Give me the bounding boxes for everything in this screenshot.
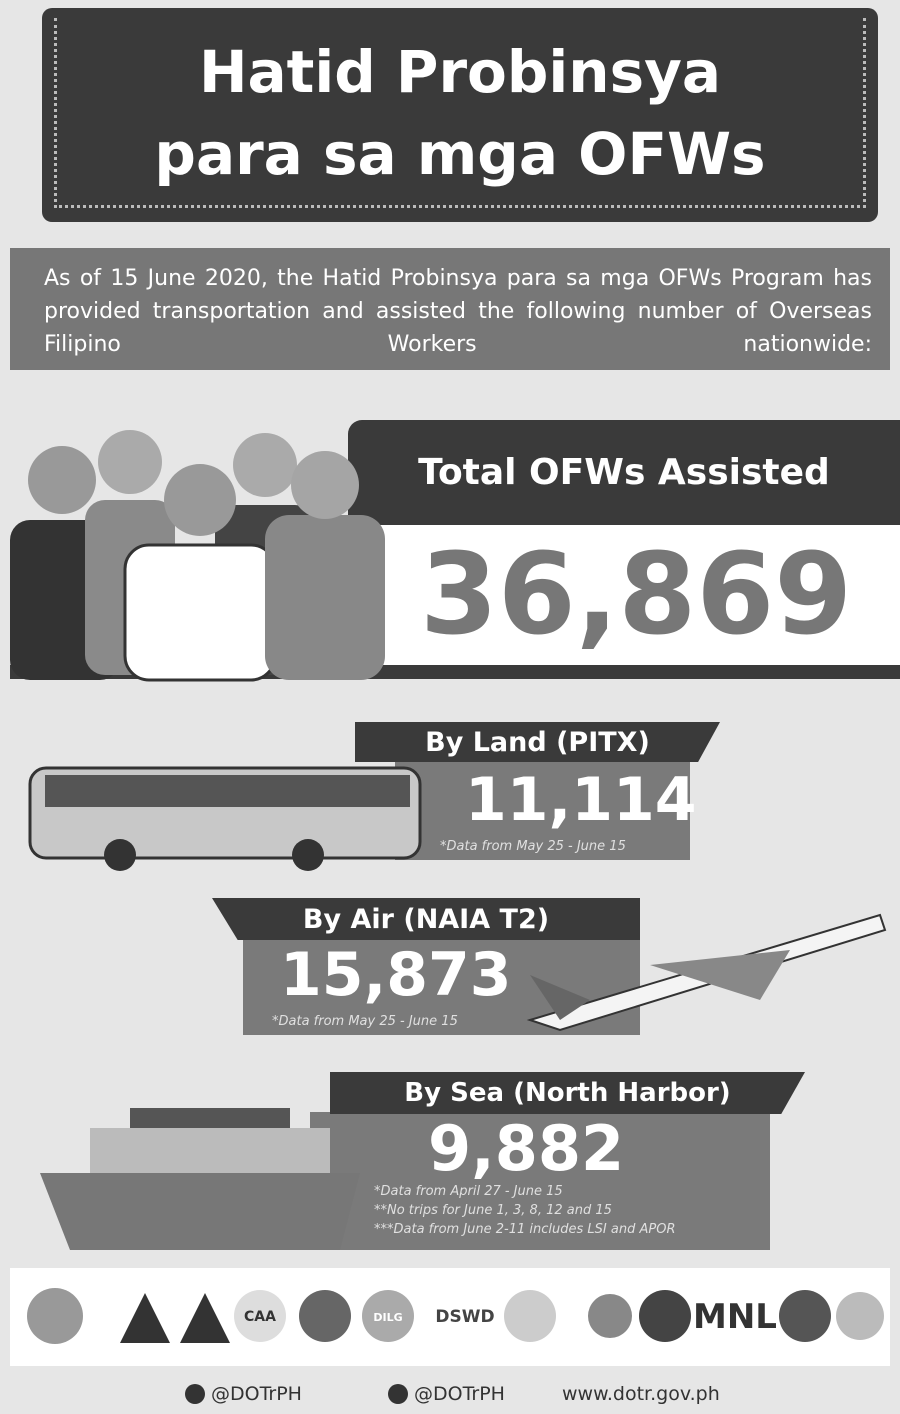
bus-body — [30, 768, 420, 858]
logo — [836, 1292, 884, 1340]
air-value: 15,873 — [280, 940, 512, 1010]
wheel — [104, 839, 136, 871]
divider — [10, 665, 900, 679]
person-head — [164, 464, 236, 536]
facebook-icon — [185, 1384, 205, 1404]
sea-note: *Data from April 27 - June 15 — [374, 1183, 563, 1201]
logos: CAA DILG DSWD MNL — [10, 1268, 890, 1366]
land-label: By Land (PITX) — [355, 722, 720, 762]
intro-text: As of 15 June 2020, the Hatid Probinsya … — [44, 262, 872, 361]
footer-twitter[interactable]: @DOTrPH — [388, 1383, 505, 1405]
logo-text: DILG — [373, 1311, 402, 1324]
logo — [779, 1290, 831, 1342]
ship-deck — [90, 1128, 330, 1173]
logo — [299, 1290, 351, 1342]
land-value: 11,114 — [465, 765, 697, 835]
total-panel: 36,869 — [360, 525, 900, 665]
logo — [120, 1293, 170, 1343]
twitter-icon — [388, 1384, 408, 1404]
person-body — [215, 505, 315, 675]
land-note: *Data from May 25 - June 15 — [440, 838, 626, 856]
person-head — [98, 430, 162, 494]
logo — [639, 1290, 691, 1342]
wheel — [292, 839, 324, 871]
plane-wing — [650, 950, 790, 1000]
bus — [30, 768, 420, 871]
bus-windows — [45, 775, 410, 807]
person-body — [125, 545, 275, 680]
people — [10, 430, 385, 680]
sea-label: By Sea (North Harbor) — [330, 1072, 805, 1114]
header: Hatid Probinsya para sa mga OFWs — [42, 8, 878, 222]
title-line: Hatid Probinsya — [42, 38, 878, 106]
logo — [180, 1293, 230, 1343]
page: Hatid Probinsya para sa mga OFWs As of 1… — [0, 0, 900, 1414]
ship-deck — [130, 1108, 290, 1128]
person-head — [233, 433, 297, 497]
logo-text: DSWD — [435, 1307, 494, 1327]
logo-text: MNL — [693, 1297, 777, 1337]
person-head — [28, 446, 96, 514]
sea-note: ***Data from June 2-11 includes LSI and … — [374, 1221, 675, 1239]
intro-band: As of 15 June 2020, the Hatid Probinsya … — [10, 248, 890, 370]
air-note: *Data from May 25 - June 15 — [272, 1013, 458, 1031]
total-value: 36,869 — [420, 525, 852, 665]
facebook-handle: @DOTrPH — [211, 1383, 302, 1405]
logo — [504, 1290, 556, 1342]
logo-text: CAA — [244, 1309, 276, 1325]
sea-value: 9,882 — [428, 1112, 624, 1185]
total-label: Total OFWs Assisted — [348, 420, 900, 525]
twitter-handle: @DOTrPH — [414, 1383, 505, 1405]
footer-facebook[interactable]: @DOTrPH — [185, 1383, 302, 1405]
air-label: By Air (NAIA T2) — [212, 898, 640, 940]
footer-website[interactable]: www.dotr.gov.ph — [562, 1383, 720, 1405]
person-body — [10, 520, 120, 680]
logo — [588, 1294, 632, 1338]
person-body — [85, 500, 175, 675]
title-line: para sa mga OFWs — [42, 120, 878, 188]
sea-note: **No trips for June 1, 3, 8, 12 and 15 — [374, 1202, 612, 1220]
logo — [27, 1288, 83, 1344]
